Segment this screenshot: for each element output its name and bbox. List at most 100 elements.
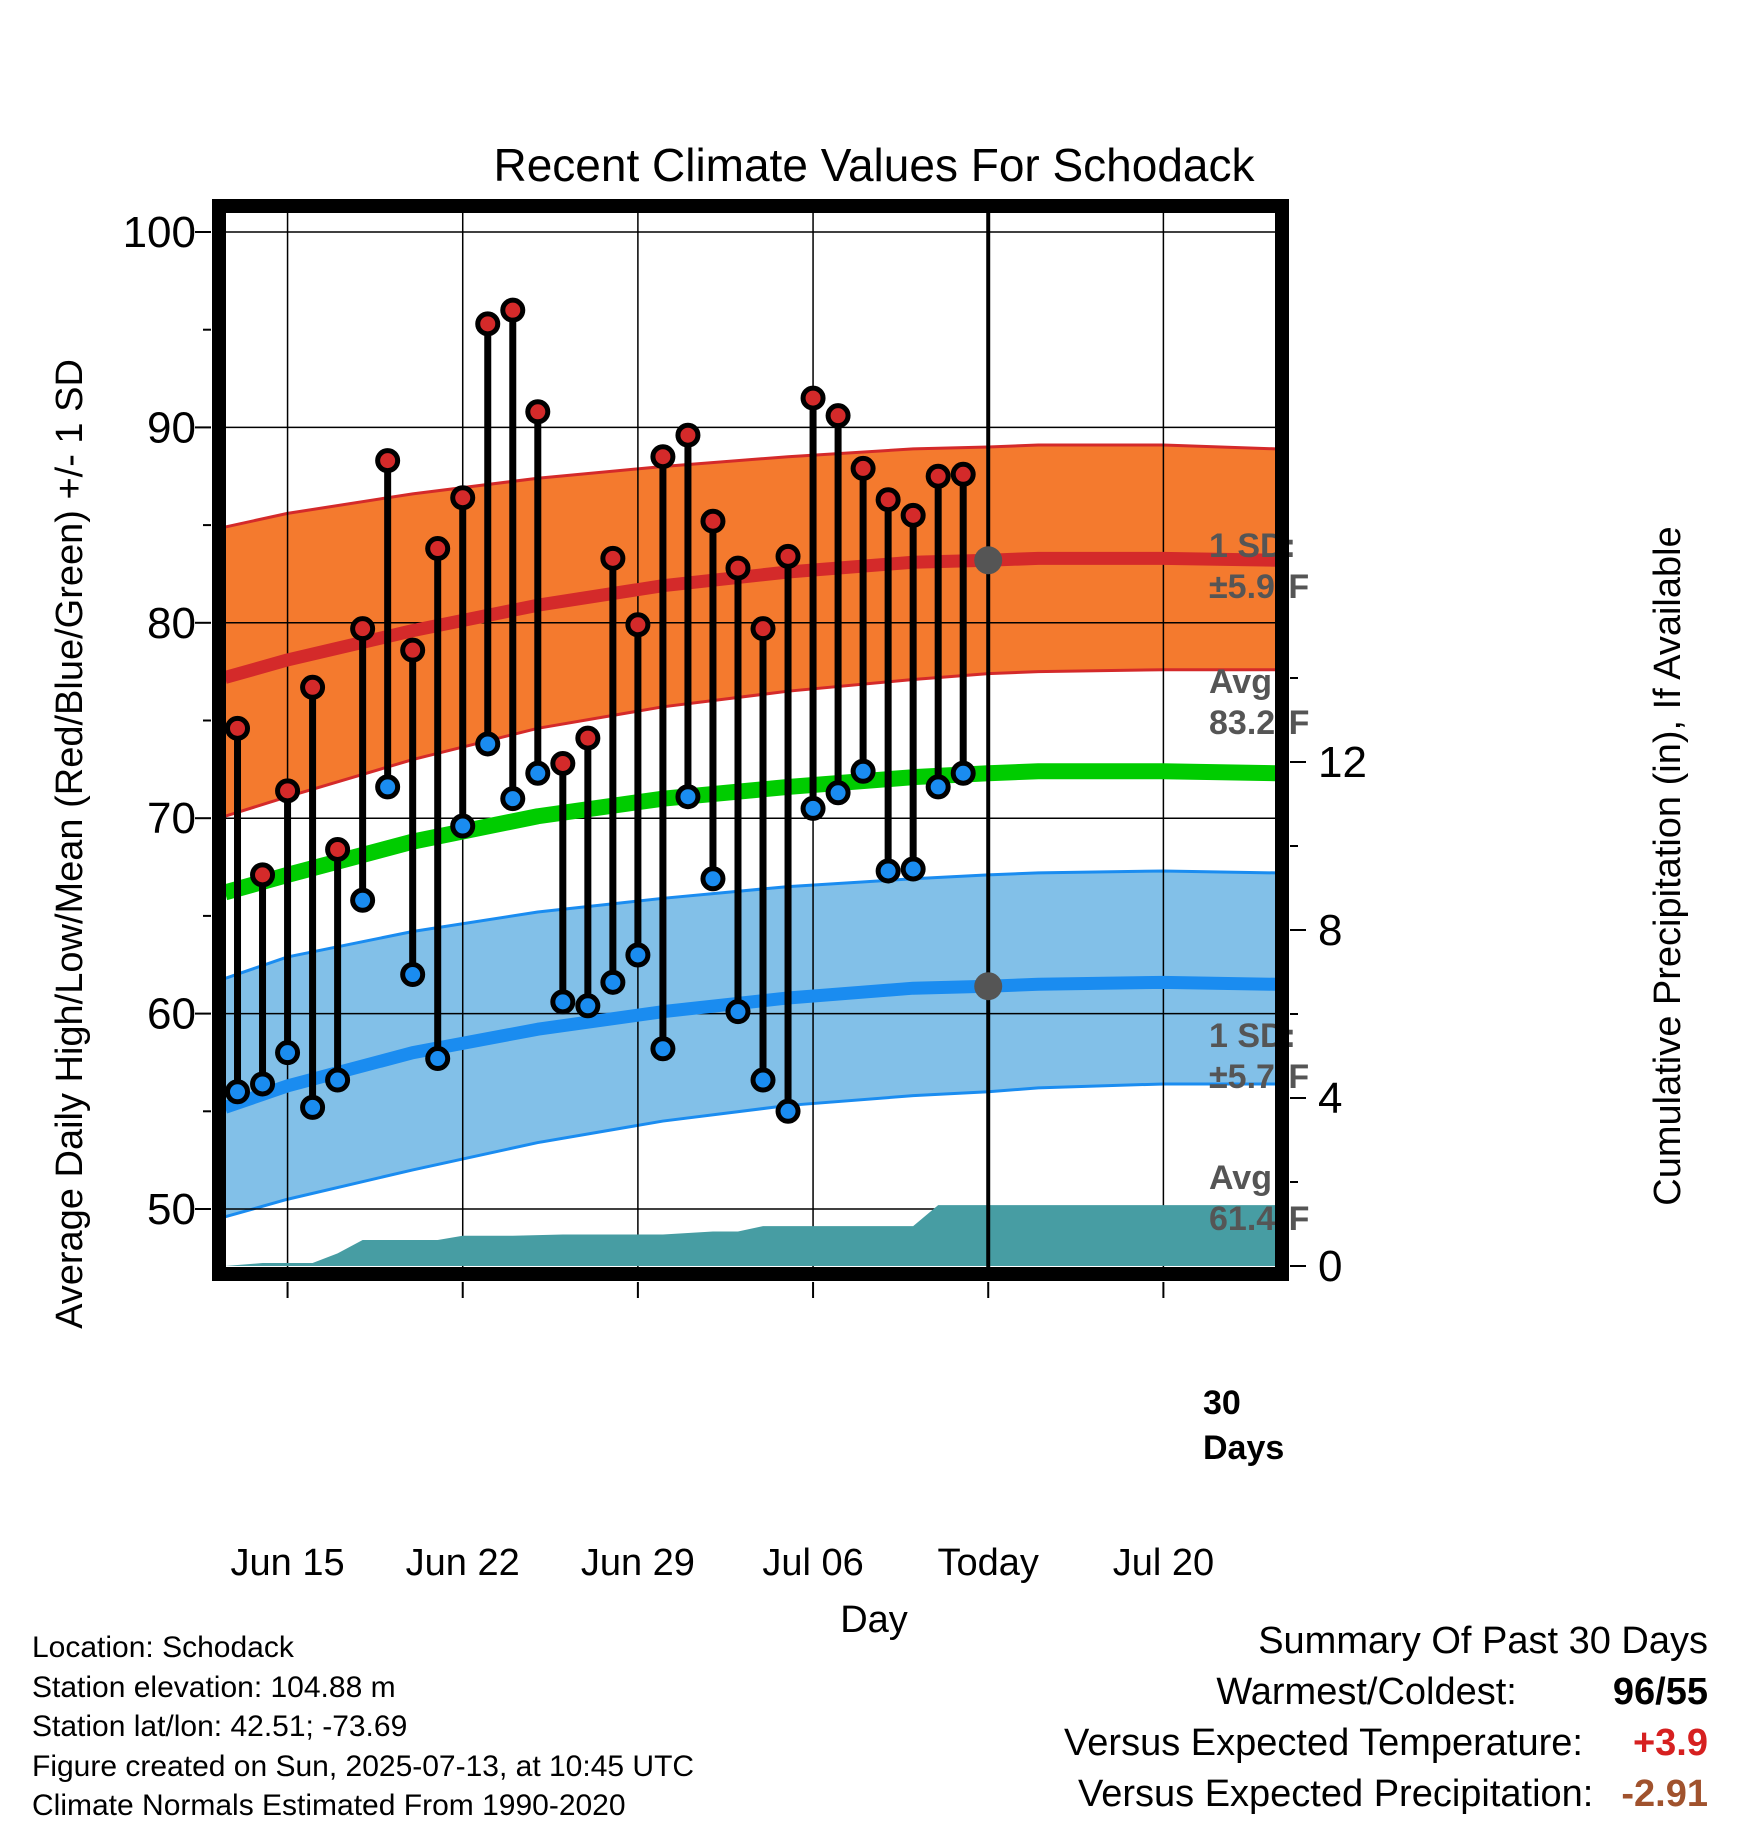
today-high-avg-marker [974,546,1003,575]
daily-low-point [800,795,826,821]
normals-text: Climate Normals Estimated From 1990-2020 [32,1789,626,1822]
y-tick-label: 90 [147,403,196,452]
daily-high-point [400,637,426,663]
daily-high-point [750,616,776,642]
daily-high-point [900,502,926,528]
daily-high-point [850,455,876,481]
precip-versus-value: -2.91 [1621,1773,1708,1815]
x-axis-label: Day [840,1599,908,1641]
daily-low-point [700,866,726,892]
y-tick-label: 100 [123,208,196,257]
daily-low-point [225,1079,251,1105]
warmest-coldest-label: Warmest/Coldest: [1216,1671,1517,1713]
y2-tick-label: 0 [1318,1242,1342,1291]
daily-low-point [850,758,876,784]
daily-high-point [775,543,801,569]
daily-low-point [950,760,976,786]
created-text: Figure created on Sun, 2025-07-13, at 10… [32,1749,695,1783]
station-info: Location: Schodack Station elevation: 10… [32,1628,694,1826]
daily-high-point [700,508,726,534]
daily-high-point [500,297,526,323]
daily-low-point [350,887,376,913]
high-sd-upper-line [224,443,1277,529]
daily-low-point [525,760,551,786]
y-tick-label: 80 [147,599,196,648]
daily-high-point [550,750,576,776]
y-tick-label: 60 [147,990,196,1039]
daily-high-point [950,461,976,487]
daily-high-point [275,778,301,804]
value-separator: / [1655,1671,1666,1713]
daily-low-point [500,786,526,812]
daily-low-point [750,1067,776,1093]
days-count-label: 30 [1203,1384,1241,1422]
daily-low-point [400,962,426,988]
precip-versus-label: Versus Expected Precipitation: [1077,1773,1594,1815]
daily-low-point [300,1094,326,1120]
location-text: Location: Schodack [32,1631,294,1664]
x-tick-label: Jul 06 [762,1542,863,1584]
daily-low-point [650,1036,676,1062]
temp-versus-value: +3.9 [1632,1722,1708,1764]
precipitation-area [225,1205,1276,1266]
high-sd-band [225,444,1276,817]
daily-low-point [900,856,926,882]
precip-fill [225,1205,1276,1266]
today-low-avg-marker [974,972,1003,1001]
daily-high-point [925,463,951,489]
x-tick-label: Jul 20 [1113,1542,1214,1584]
y2-tick-label: 12 [1318,738,1367,787]
y-tick-label: 50 [147,1185,196,1234]
daily-high-point [575,725,601,751]
daily-high-point [600,545,626,571]
daily-low-point [450,813,476,839]
x-tick-label: Today [938,1542,1039,1584]
daily-high-point [475,311,501,337]
x-tick-label: Jun 22 [406,1542,520,1584]
high-avg-label: Avg: [1209,663,1283,701]
daily-low-point [875,858,901,884]
coldest-value: 55 [1665,1671,1708,1713]
y2-tick-label: 8 [1318,906,1342,955]
plot-frame [212,199,1289,1281]
plot-border [212,199,1289,1281]
daily-high-point [375,448,401,474]
daily-high-point [825,403,851,429]
daily-high-point [525,399,551,425]
daily-low-point [425,1046,451,1072]
daily-low-point [250,1071,276,1097]
daily-low-point [775,1098,801,1124]
daily-high-point [425,536,451,562]
daily-observations [225,297,976,1124]
low-avg-value: 61.4oF [1209,1197,1309,1238]
chart-title: Recent Climate Values For Schodack [493,139,1255,191]
elevation-text: Station elevation: 104.88 m [32,1670,396,1704]
daily-low-point [275,1040,301,1066]
daily-high-point [650,444,676,470]
summary-panel: Summary Of Past 30 Days Warmest/Coldest:… [1064,1620,1708,1824]
axes: 50 60 70 80 90 100 0 4 8 12 Jun 15 Jun 22 Jun 29 Jul … [123,208,1367,1584]
daily-high-point [325,836,351,862]
daily-high-point [725,555,751,581]
daily-low-point [600,969,626,995]
daily-high-point [800,385,826,411]
y2-tick-label: 4 [1318,1074,1342,1123]
daily-low-point [675,784,701,810]
days-word-label: Days [1203,1429,1284,1467]
daily-low-point [625,942,651,968]
y-tick-label: 70 [147,794,196,843]
daily-high-point [250,862,276,888]
x-tick-label: Jun 29 [581,1542,695,1584]
y-axis-label-right: Cumulative Precipitation (in), If Availa… [1647,526,1689,1205]
daily-high-point [450,485,476,511]
x-tick-label: Jun 15 [231,1542,345,1584]
daily-low-point [725,999,751,1025]
daily-high-point [875,487,901,513]
daily-low-point [925,774,951,800]
daily-high-point [350,616,376,642]
daily-low-point [575,993,601,1019]
daily-low-point [550,989,576,1015]
summary-title: Summary Of Past 30 Days [1258,1620,1708,1662]
